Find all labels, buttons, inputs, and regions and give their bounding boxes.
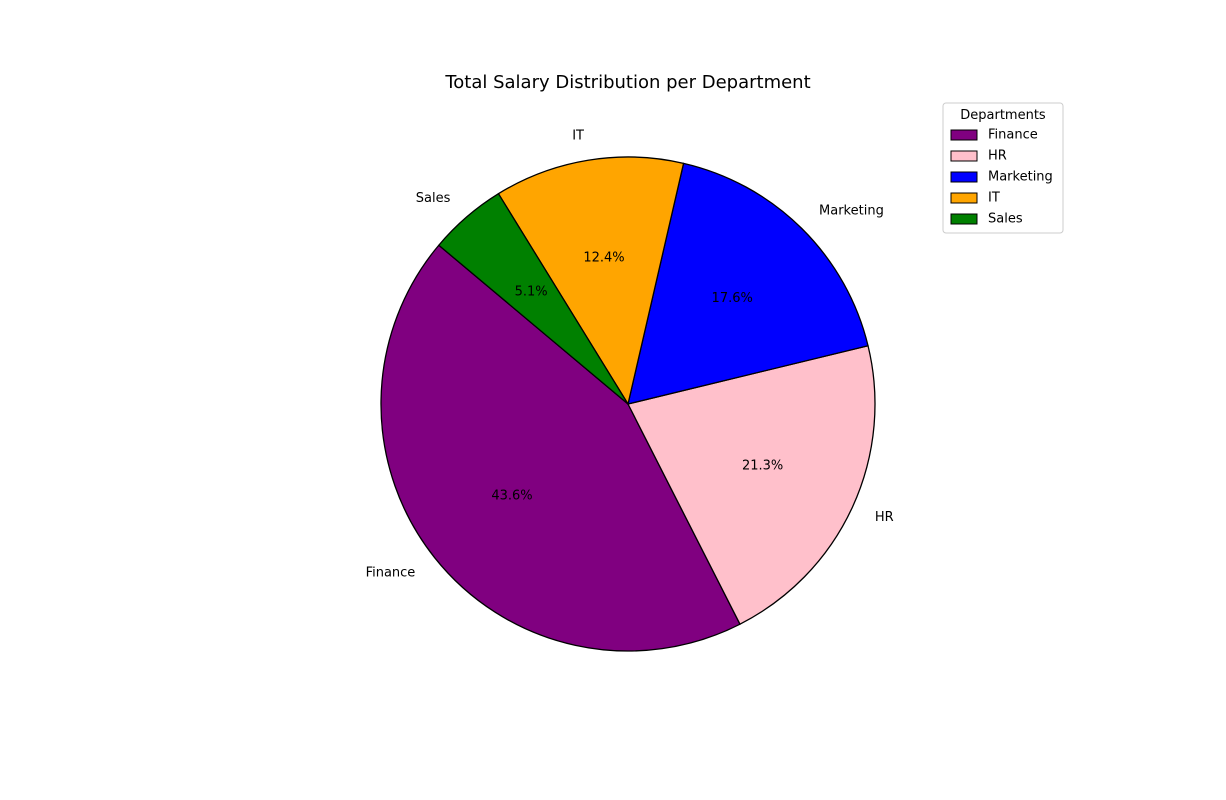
legend-label-marketing: Marketing bbox=[988, 170, 1053, 185]
legend-swatch-marketing bbox=[950, 171, 978, 183]
legend-label-finance: Finance bbox=[988, 128, 1038, 143]
pie-percent-labels: 43.6% 21.3% 17.6% 12.4% 5.1% bbox=[491, 250, 783, 503]
percent-label-finance: 43.6% bbox=[491, 489, 532, 504]
percent-label-sales: 5.1% bbox=[515, 284, 548, 299]
percent-label-hr: 21.3% bbox=[742, 458, 783, 473]
legend-swatch-it bbox=[950, 192, 978, 204]
percent-label-it: 12.4% bbox=[583, 250, 624, 265]
legend-swatch-hr bbox=[950, 150, 978, 162]
legend-swatch-sales bbox=[950, 213, 978, 225]
pie-slice-marketing bbox=[627, 162, 869, 405]
legend-title: Departments bbox=[960, 108, 1046, 123]
pie-slices bbox=[380, 156, 876, 652]
percent-label-marketing: 17.6% bbox=[712, 291, 753, 306]
legend-swatch-finance bbox=[950, 129, 978, 141]
chart-title: Total Salary Distribution per Department bbox=[444, 72, 810, 93]
pie-slice-hr bbox=[627, 345, 876, 625]
slice-label-finance: Finance bbox=[366, 566, 416, 581]
legend: Departments Finance HR Marketing IT Sales bbox=[942, 102, 1064, 234]
slice-label-marketing: Marketing bbox=[819, 203, 884, 218]
legend-label-hr: HR bbox=[988, 149, 1007, 164]
pie-slice-it bbox=[497, 156, 685, 405]
slice-label-hr: HR bbox=[875, 510, 894, 525]
legend-label-it: IT bbox=[988, 191, 1000, 206]
pie-slice-labels: Finance HR Marketing IT Sales bbox=[366, 128, 894, 580]
slice-label-it: IT bbox=[572, 128, 584, 143]
legend-label-sales: Sales bbox=[988, 212, 1023, 227]
legend-items: Finance HR Marketing IT Sales bbox=[950, 128, 1053, 227]
pie-slice-finance bbox=[380, 244, 741, 652]
slice-label-sales: Sales bbox=[416, 191, 451, 206]
pie-slice-sales bbox=[438, 193, 629, 405]
